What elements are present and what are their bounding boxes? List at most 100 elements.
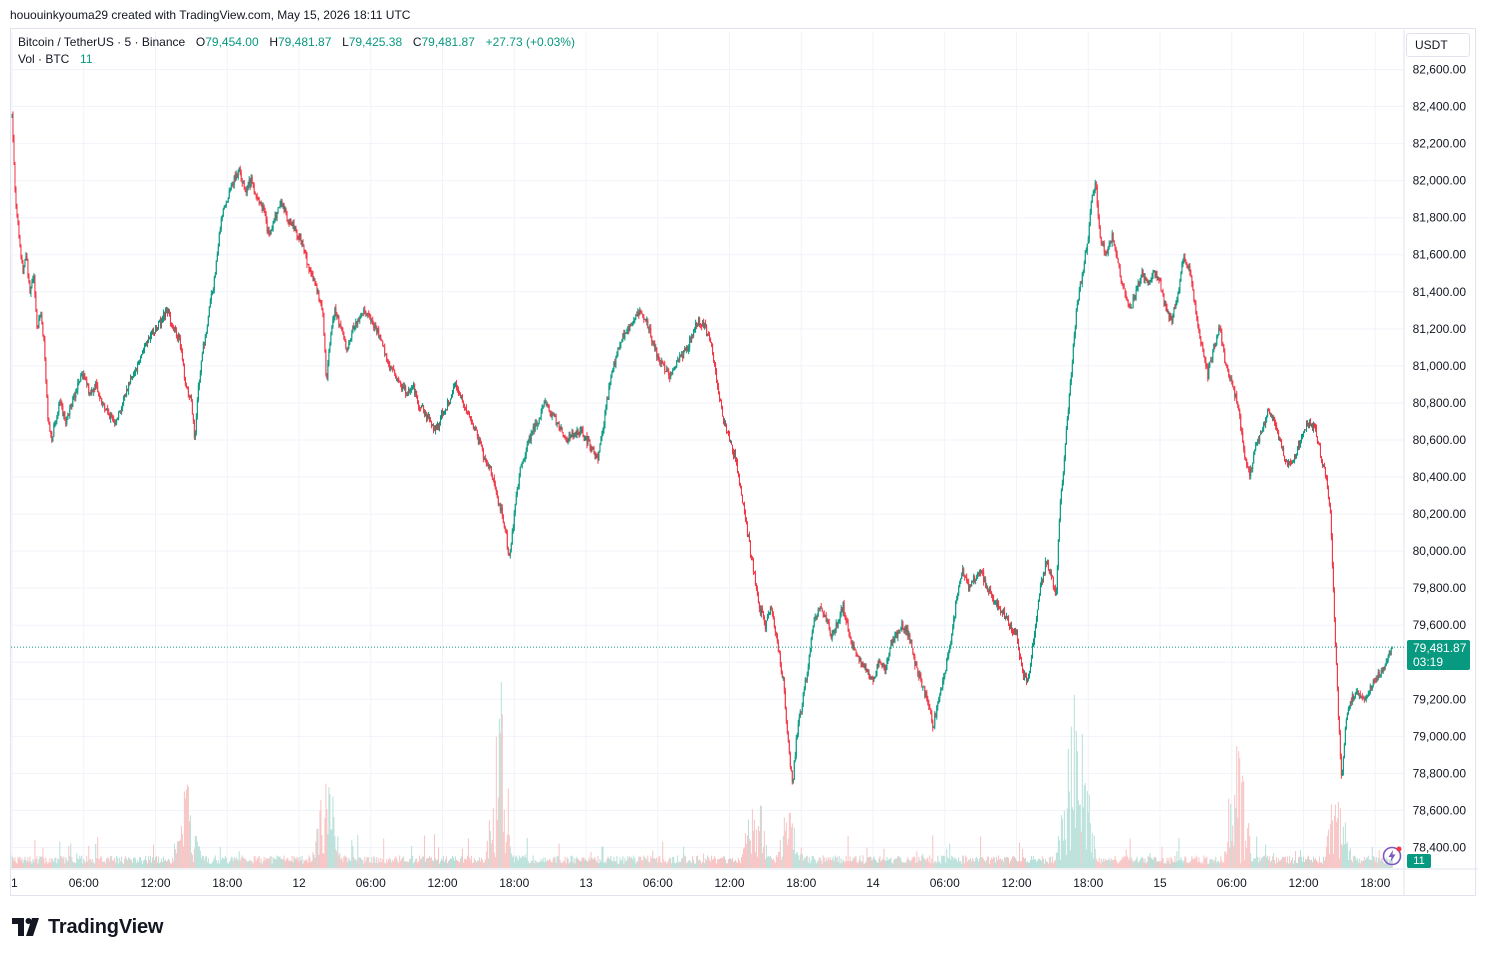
volume-bar	[480, 857, 482, 868]
candle-up	[523, 459, 525, 461]
volume-bar	[152, 857, 154, 868]
volume-bar	[288, 861, 290, 868]
volume-bar	[1119, 860, 1121, 868]
candle-up	[32, 279, 34, 282]
volume-bar	[622, 856, 624, 868]
currency-unit-button[interactable]: USDT	[1406, 33, 1470, 57]
volume-bar	[1025, 862, 1027, 868]
volume-bar	[694, 863, 696, 868]
candle-down	[652, 342, 654, 345]
volume-bar	[1235, 808, 1237, 868]
volume-bar	[1073, 694, 1075, 868]
volume-bar	[1021, 848, 1023, 868]
volume-bar	[805, 856, 807, 868]
volume-bar	[779, 839, 781, 868]
candle-down	[726, 424, 728, 432]
candle-down	[985, 579, 987, 588]
candle-up	[1149, 282, 1151, 284]
candle-up	[683, 350, 685, 359]
volume-bar	[893, 859, 895, 868]
volume-bar	[523, 857, 525, 868]
volume-bar	[1323, 860, 1325, 868]
volume-bar	[811, 855, 813, 868]
y-tick-label: 79,000.00	[1413, 729, 1467, 743]
volume-bar	[932, 835, 934, 868]
candle-up	[242, 181, 244, 183]
volume-bar	[751, 809, 753, 868]
volume-bar	[1233, 845, 1235, 868]
volume-bar	[730, 858, 732, 868]
tradingview-logo[interactable]: TradingView	[12, 915, 163, 939]
candle-down	[92, 389, 94, 393]
candle-up	[1130, 307, 1132, 309]
candle-down	[1143, 273, 1145, 280]
candle-down	[777, 642, 779, 652]
candle-up	[1036, 609, 1038, 619]
volume-bar	[220, 859, 222, 868]
volume-bar	[560, 862, 562, 868]
candle-down	[372, 320, 374, 325]
volume-bar	[362, 860, 364, 868]
candle-up	[123, 397, 125, 404]
volume-bar	[139, 857, 141, 868]
candle-down	[1338, 716, 1340, 734]
candle-up	[797, 723, 799, 735]
volume-bar	[1092, 858, 1094, 868]
volume-bar	[546, 859, 548, 868]
volume-bar	[1378, 850, 1380, 868]
volume-bar	[335, 849, 337, 868]
candle-down	[485, 459, 487, 464]
candle-down	[1017, 640, 1019, 648]
volume-bar	[396, 857, 398, 868]
candle-down	[1232, 381, 1234, 387]
lightning-icon[interactable]	[1382, 846, 1402, 866]
volume-bar	[350, 860, 352, 868]
candle-down	[382, 340, 384, 346]
volume-bar	[1095, 858, 1097, 868]
x-tick-label: 06:00	[356, 876, 386, 890]
volume-label[interactable]: Vol · BTC	[18, 52, 70, 66]
candle-up	[282, 204, 284, 207]
candle-down	[896, 631, 898, 638]
volume-bar	[1261, 857, 1263, 868]
volume-bar	[775, 855, 777, 868]
volume-bar	[427, 858, 429, 868]
symbol-title[interactable]: Bitcoin / TetherUS · 5 · Binance	[18, 35, 186, 49]
candle-up	[1273, 417, 1275, 421]
volume-bar	[772, 858, 774, 868]
candle-up	[1257, 439, 1259, 442]
volume-bar	[273, 858, 275, 868]
candle-up	[224, 205, 226, 207]
volume-bar	[1148, 856, 1150, 868]
volume-bar	[1140, 858, 1142, 868]
volume-bar	[221, 857, 223, 868]
candle-up	[942, 680, 944, 688]
candle-up	[1082, 270, 1084, 273]
candle-up	[838, 621, 840, 623]
volume-bar	[503, 809, 505, 868]
candle-down	[108, 411, 110, 413]
volume-bar	[666, 863, 668, 868]
volume-bar	[679, 861, 681, 868]
y-tick-label: 79,800.00	[1413, 581, 1467, 595]
volume-bar	[1324, 856, 1326, 868]
candle-up	[371, 320, 373, 322]
volume-bar	[528, 863, 530, 868]
candle-up	[876, 664, 878, 675]
candle-up	[1010, 625, 1012, 628]
volume-bar	[385, 863, 387, 868]
candle-down	[129, 383, 131, 385]
volume-bar	[602, 846, 604, 868]
volume-bar	[30, 861, 32, 868]
candle-down	[254, 191, 256, 195]
volume-bar	[12, 857, 14, 868]
volume-bar	[1344, 822, 1346, 868]
candle-down	[1025, 675, 1027, 682]
volume-bar	[1317, 863, 1319, 868]
candle-up	[1310, 423, 1312, 426]
candle-down	[1019, 656, 1021, 658]
candle-down	[800, 711, 802, 713]
volume-bar	[1354, 856, 1356, 868]
candle-down	[849, 635, 851, 637]
